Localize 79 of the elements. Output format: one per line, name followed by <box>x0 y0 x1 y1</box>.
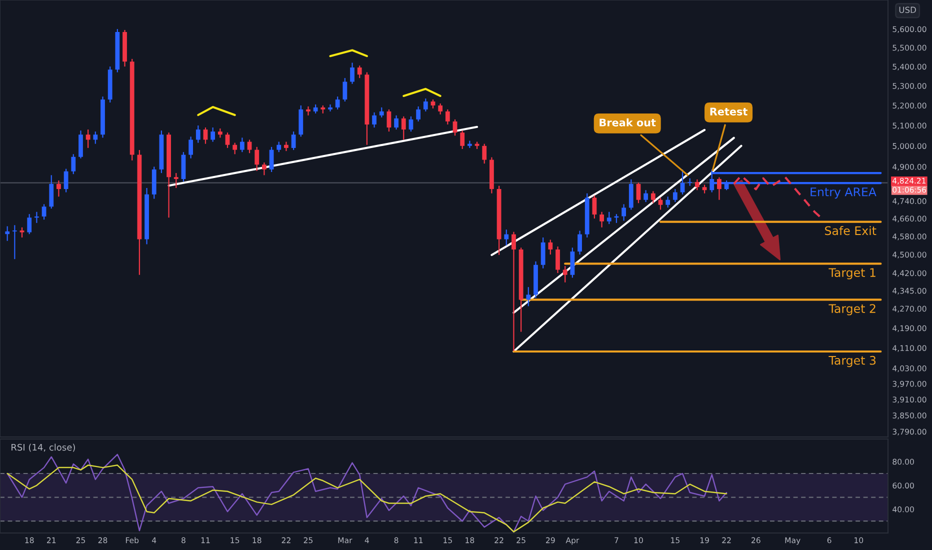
candlestick <box>276 141 282 153</box>
candlestick <box>93 130 98 144</box>
candlestick <box>240 137 244 153</box>
candlestick <box>306 106 310 116</box>
candlestick <box>342 78 348 102</box>
candlestick <box>357 65 362 79</box>
candlestick <box>416 106 421 122</box>
candlestick <box>452 118 458 136</box>
candlestick <box>386 108 392 132</box>
candlestick <box>438 102 443 115</box>
series-label: Safe Exit <box>825 226 876 236</box>
candlestick <box>34 211 39 224</box>
candlestick <box>408 116 414 132</box>
candlestick <box>350 62 354 84</box>
annotation: Break out <box>600 118 656 126</box>
candlestick <box>578 230 582 256</box>
candlestick <box>504 229 509 246</box>
candlestick <box>254 146 260 172</box>
candlestick <box>196 124 200 144</box>
candlestick <box>548 239 553 256</box>
candlestick <box>372 112 376 128</box>
candlestick <box>20 226 24 238</box>
series-label: Target 2 <box>828 304 876 316</box>
candlestick <box>460 130 465 150</box>
candlestick <box>56 180 61 198</box>
candlestick <box>335 96 340 110</box>
candlestick <box>188 136 194 159</box>
candlestick <box>445 108 450 126</box>
candlestick <box>86 128 90 149</box>
candlestick <box>628 178 634 210</box>
candlestick <box>482 143 487 164</box>
candlestick <box>71 154 76 175</box>
candlestick <box>78 130 83 159</box>
candlestick <box>247 139 252 154</box>
candlestick <box>269 146 274 173</box>
candlestick <box>540 236 546 269</box>
candlestick <box>512 231 516 352</box>
candlestick <box>401 116 406 140</box>
candlestick <box>5 226 10 242</box>
series-label: Entry AREA <box>810 188 876 199</box>
candlestick <box>328 104 332 112</box>
candlestick <box>672 188 678 203</box>
candlestick <box>592 194 597 220</box>
candlestick <box>644 190 648 203</box>
candlestick <box>232 142 238 155</box>
candlestick <box>225 132 230 149</box>
candlestick <box>650 190 656 204</box>
annotation: Retest <box>710 108 748 116</box>
series-label: Target 3 <box>828 356 876 368</box>
candlestick <box>606 211 612 225</box>
candlestick <box>622 204 626 222</box>
series-label: Target 1 <box>828 268 876 280</box>
candlestick <box>600 211 604 228</box>
candlestick <box>680 168 685 195</box>
chart-title: RSI (14, close) <box>12 444 75 452</box>
candlestick <box>526 286 531 307</box>
candlestick <box>658 197 663 210</box>
candlestick <box>12 224 17 260</box>
candlestick <box>379 106 384 118</box>
candlestick <box>27 214 32 235</box>
candlestick <box>423 98 428 112</box>
candlestick <box>262 162 266 176</box>
candlestick <box>570 247 575 278</box>
candlestick <box>218 128 222 138</box>
candlestick <box>666 196 670 208</box>
candlestick <box>174 172 178 189</box>
candlestick <box>717 176 722 200</box>
candlestick <box>562 265 568 283</box>
candlestick <box>64 168 68 193</box>
candlestick <box>394 114 398 130</box>
text: USD <box>899 6 916 14</box>
candlestick <box>284 141 288 152</box>
candlestick <box>291 130 296 151</box>
candlestick <box>694 178 700 191</box>
candlestick <box>49 174 54 210</box>
candlestick <box>636 182 641 204</box>
candlestick <box>210 126 216 142</box>
candlestick <box>556 246 560 274</box>
candlestick <box>42 204 46 220</box>
